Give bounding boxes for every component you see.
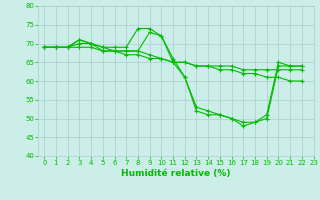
X-axis label: Humidité relative (%): Humidité relative (%) bbox=[121, 169, 231, 178]
